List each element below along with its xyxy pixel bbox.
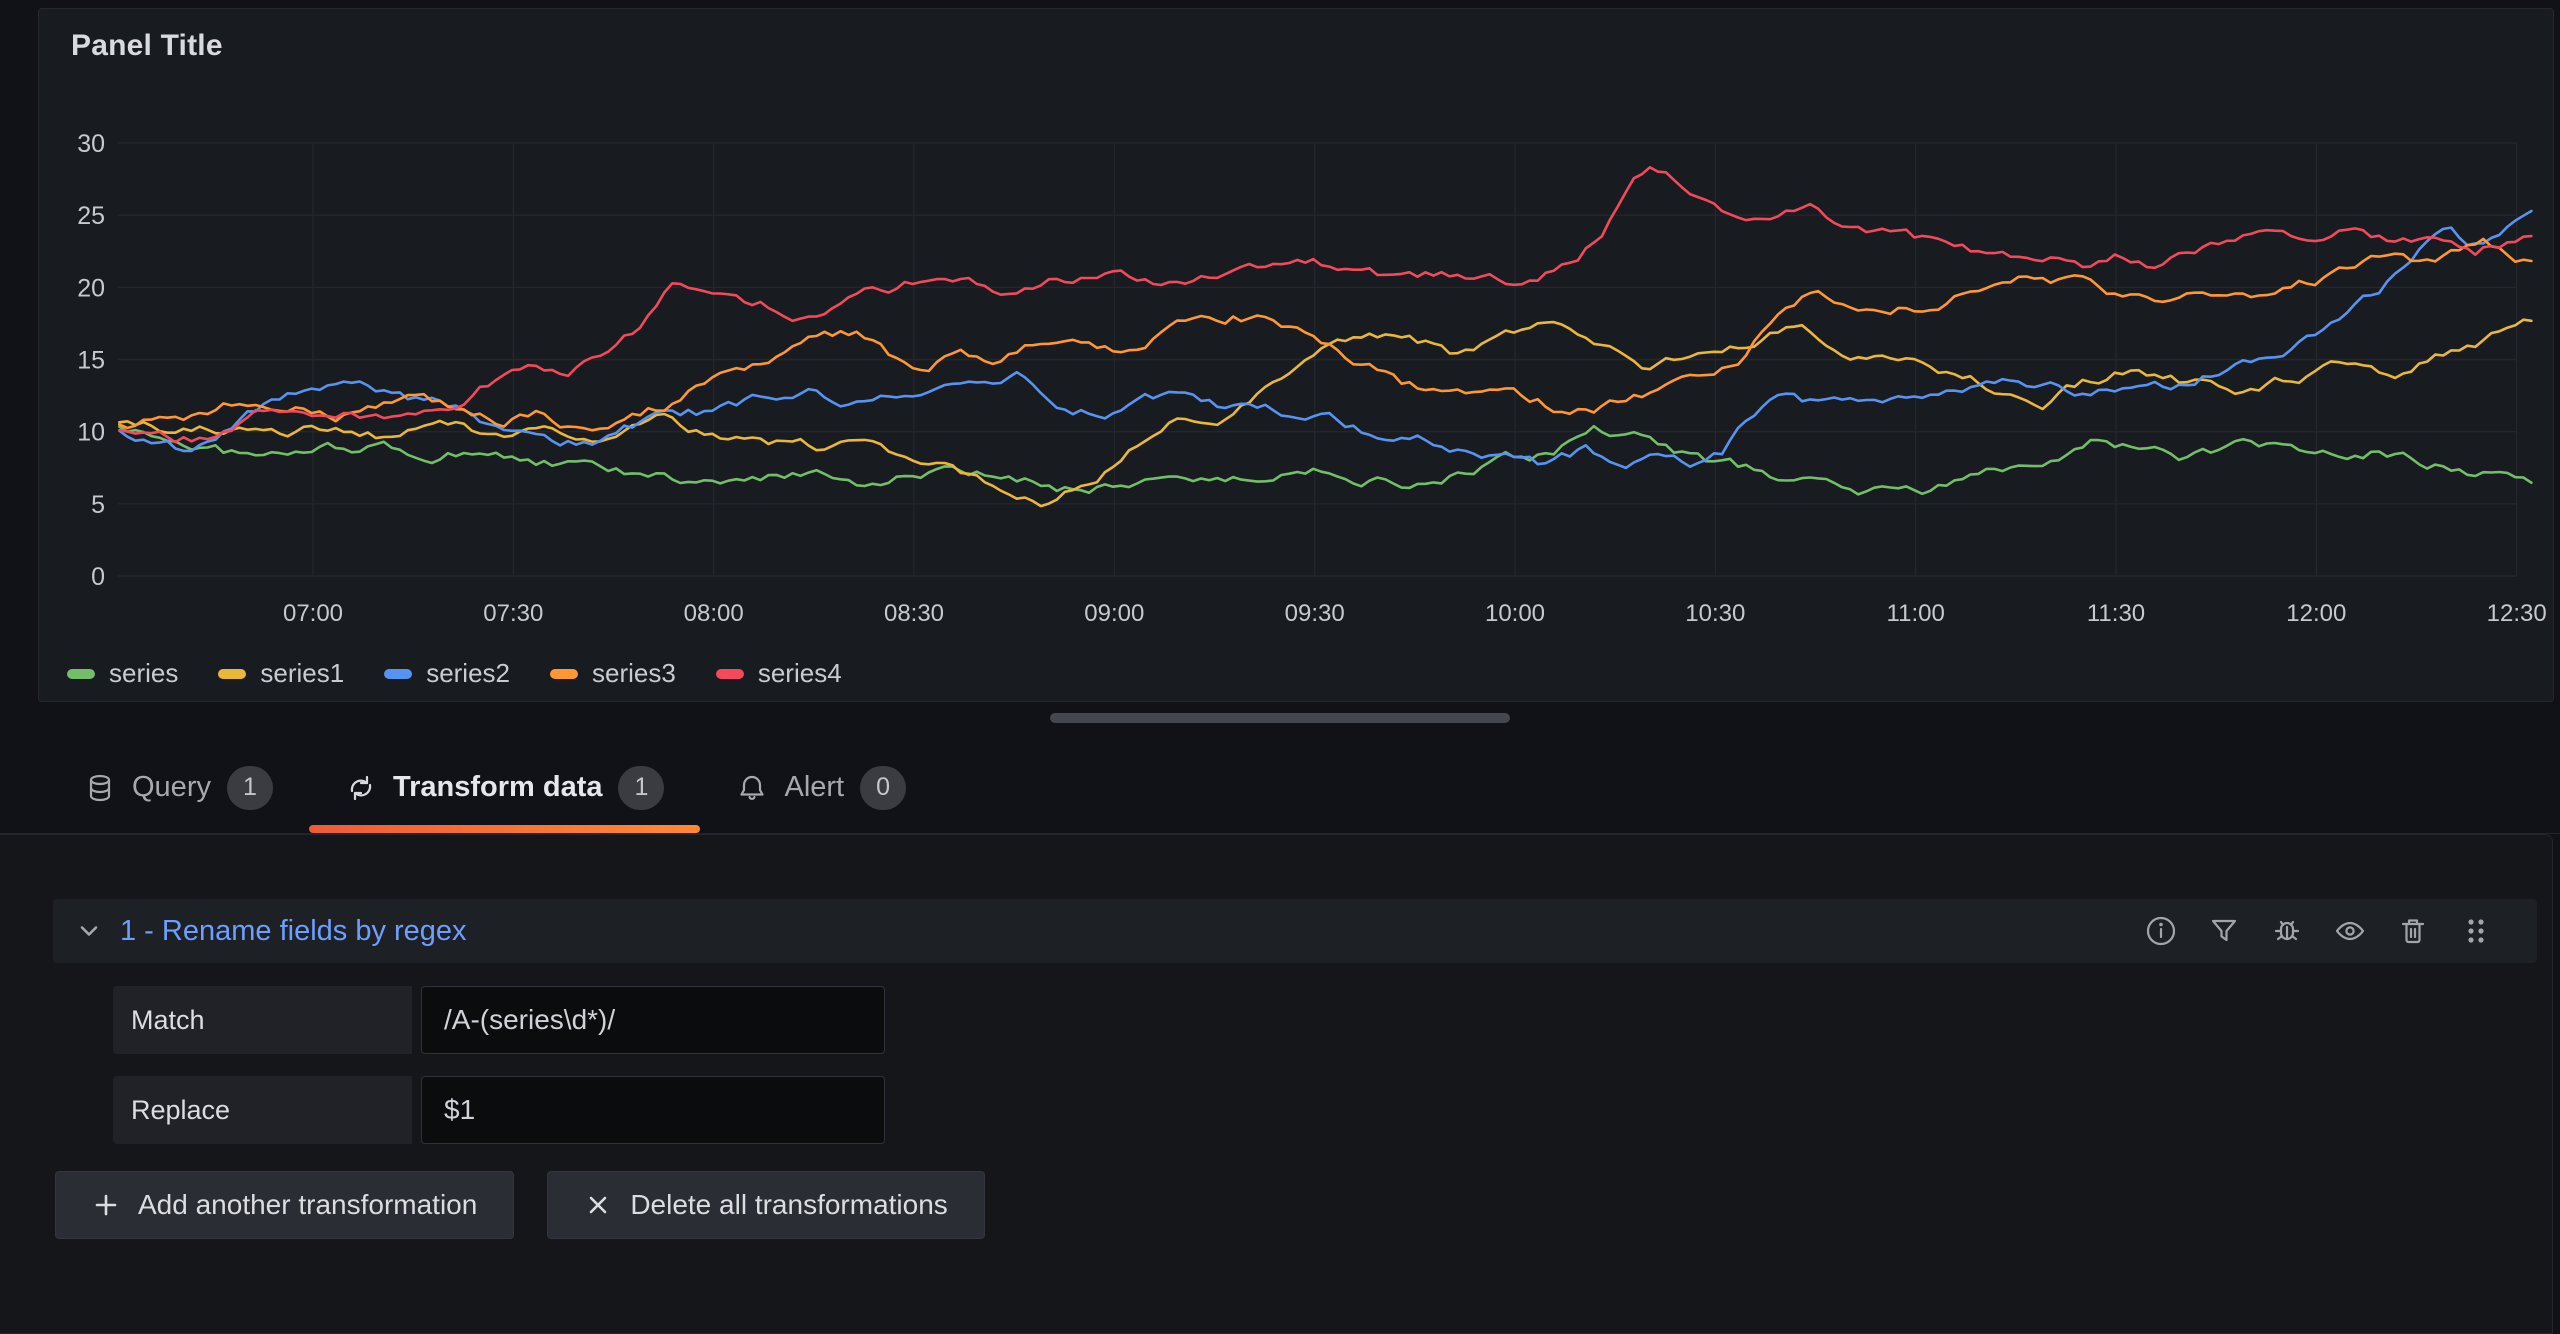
svg-text:10:00: 10:00 xyxy=(1485,600,1545,627)
svg-text:0: 0 xyxy=(91,563,105,591)
replace-field-row: Replace xyxy=(113,1076,885,1144)
info-icon[interactable] xyxy=(2144,914,2178,948)
legend-color-chip xyxy=(67,668,95,679)
bug-icon[interactable] xyxy=(2270,914,2304,948)
legend-label: series3 xyxy=(592,658,676,688)
trash-icon[interactable] xyxy=(2396,914,2430,948)
legend-item-series2[interactable]: series2 xyxy=(384,658,510,689)
eye-icon[interactable] xyxy=(2333,914,2367,948)
legend-color-chip xyxy=(384,668,413,679)
replace-input[interactable] xyxy=(421,1076,885,1144)
transform-buttons-row: Add another transformation Delete all tr… xyxy=(55,1171,985,1239)
series-line-series xyxy=(118,424,2533,496)
tab-badge: 0 xyxy=(860,765,907,810)
timeseries-chart[interactable]: 0 5 10 15 20 25 30 07:00 07:30 08:00 08:30 09:00 09:… xyxy=(39,9,2553,701)
legend-item-series3[interactable]: series3 xyxy=(550,658,676,689)
series-line-series3 xyxy=(118,237,2533,432)
tab-alert[interactable]: Alert 0 xyxy=(700,742,942,833)
tab-label: Query xyxy=(132,771,211,803)
tab-query[interactable]: Query 1 xyxy=(48,742,309,833)
transformation-header: 1 - Rename fields by regex xyxy=(53,899,2537,963)
legend-color-chip xyxy=(218,668,247,679)
filter-icon[interactable] xyxy=(2207,914,2241,948)
legend-label: series2 xyxy=(426,658,511,688)
panel-title[interactable]: Panel Title xyxy=(71,29,223,62)
svg-text:11:00: 11:00 xyxy=(1887,600,1945,627)
tab-badge: 1 xyxy=(618,765,665,810)
svg-text:08:30: 08:30 xyxy=(884,600,944,627)
legend-label: series xyxy=(109,658,179,688)
legend-color-chip xyxy=(715,668,744,679)
svg-text:30: 30 xyxy=(77,130,105,158)
svg-text:07:00: 07:00 xyxy=(283,600,343,627)
tab-label: Transform data xyxy=(392,771,603,803)
svg-text:09:00: 09:00 xyxy=(1084,600,1144,627)
drag-handle-icon[interactable] xyxy=(2459,914,2493,948)
svg-text:10:30: 10:30 xyxy=(1685,600,1745,627)
chevron-down-icon[interactable] xyxy=(76,918,102,944)
transform-icon xyxy=(350,775,372,800)
timeseries-panel: Panel Title 0 5 10 15 20 25 30 07:00 07:30 08:00 0… xyxy=(38,8,2554,702)
pane-resize-handle[interactable] xyxy=(1050,713,1510,723)
svg-text:11:30: 11:30 xyxy=(2087,600,2145,627)
delete-all-transformations-label: Delete all transformations xyxy=(630,1189,948,1220)
svg-text:5: 5 xyxy=(91,491,105,519)
legend-item-series1[interactable]: series1 xyxy=(218,658,344,689)
svg-text:08:00: 08:00 xyxy=(684,600,744,627)
svg-text:10: 10 xyxy=(77,419,105,447)
close-icon xyxy=(590,1196,607,1214)
match-field-row: Match xyxy=(113,986,885,1054)
series-line-series2 xyxy=(118,209,2533,470)
legend-color-chip xyxy=(550,668,579,679)
tab-label: Alert xyxy=(784,771,845,803)
match-label: Match xyxy=(113,986,412,1054)
svg-text:09:30: 09:30 xyxy=(1285,600,1345,627)
svg-text:12:30: 12:30 xyxy=(2487,600,2547,627)
replace-label: Replace xyxy=(113,1076,412,1144)
add-transformation-label: Add another transformation xyxy=(138,1189,478,1220)
svg-text:15: 15 xyxy=(77,347,105,375)
transformation-actions xyxy=(2144,914,2493,948)
svg-text:25: 25 xyxy=(77,202,105,230)
legend-label: series4 xyxy=(757,658,842,688)
series-line-series4 xyxy=(118,166,2533,444)
bell-icon xyxy=(740,775,765,800)
legend-item-series4[interactable]: series4 xyxy=(715,658,842,689)
match-input[interactable] xyxy=(421,986,885,1054)
svg-text:07:30: 07:30 xyxy=(483,600,543,627)
transform-pane: 1 - Rename fields by regex xyxy=(0,834,2553,1334)
tab-badge: 1 xyxy=(226,765,273,810)
delete-all-transformations-button[interactable]: Delete all transformations xyxy=(547,1171,985,1239)
editor-tabbar: Query 1 Transform data 1 Alert 0 xyxy=(0,742,2560,834)
svg-text:12:00: 12:00 xyxy=(2286,600,2346,627)
transformation-title[interactable]: 1 - Rename fields by regex xyxy=(120,914,467,947)
legend-label: series1 xyxy=(260,658,345,688)
legend-item-series[interactable]: series xyxy=(67,658,178,689)
chart-legend: series series1 series2 series3 series4 xyxy=(67,658,842,689)
database-icon xyxy=(89,774,111,801)
add-transformation-button[interactable]: Add another transformation xyxy=(55,1171,515,1239)
active-tab-underline xyxy=(308,825,701,833)
tab-transform-data[interactable]: Transform data 1 xyxy=(308,742,701,833)
svg-text:20: 20 xyxy=(77,274,105,302)
plus-icon xyxy=(95,1194,117,1216)
